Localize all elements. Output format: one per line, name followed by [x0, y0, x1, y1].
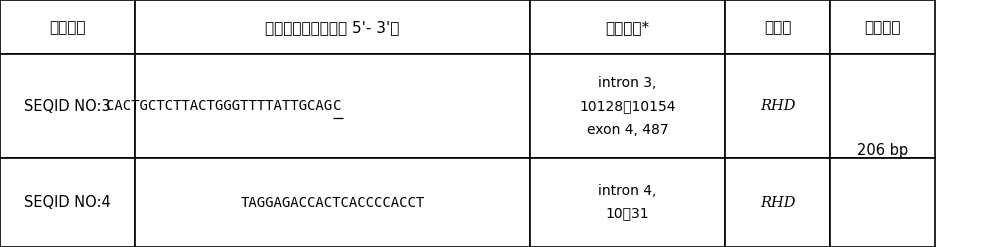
- Text: 扩增产物: 扩增产物: [864, 20, 901, 35]
- Text: SEQID NO:4: SEQID NO:4: [24, 195, 111, 210]
- Text: RHD: RHD: [760, 196, 795, 209]
- Text: 寡核苷酸引物序列（ 5'- 3'）: 寡核苷酸引物序列（ 5'- 3'）: [265, 20, 400, 35]
- Bar: [135, 158, 530, 247]
- Bar: [830, 54, 935, 158]
- Bar: [0, 54, 135, 158]
- Text: C: C: [332, 99, 341, 113]
- Text: intron 3,: intron 3,: [598, 76, 657, 90]
- Text: exon 4, 487: exon 4, 487: [587, 123, 668, 137]
- Bar: [530, 158, 725, 247]
- Text: 10128～10154: 10128～10154: [579, 99, 676, 113]
- Text: CACTGCTCTTACTGGGTTTTATTGCAG: CACTGCTCTTACTGGGTTTTATTGCAG: [106, 99, 332, 113]
- Bar: [725, 0, 830, 54]
- Bar: [830, 158, 935, 247]
- Text: TAGGAGACCACTCACCCCACCT: TAGGAGACCACTCACCCCACCT: [240, 196, 425, 209]
- Text: 引物位置*: 引物位置*: [605, 20, 650, 35]
- Bar: [725, 158, 830, 247]
- Bar: [0, 0, 135, 54]
- Text: RHD: RHD: [760, 99, 795, 113]
- Bar: [830, 0, 935, 54]
- Bar: [530, 0, 725, 54]
- Text: SEQID NO:3: SEQID NO:3: [24, 99, 111, 114]
- Bar: [135, 0, 530, 54]
- Text: intron 4,: intron 4,: [598, 185, 657, 198]
- Text: 引物编号: 引物编号: [49, 20, 86, 35]
- Text: 206 bp: 206 bp: [857, 143, 908, 158]
- Bar: [530, 54, 725, 158]
- Bar: [135, 54, 530, 158]
- Bar: [0, 158, 135, 247]
- Text: 10～31: 10～31: [606, 207, 649, 221]
- Bar: [725, 54, 830, 158]
- Text: 特异性: 特异性: [764, 20, 791, 35]
